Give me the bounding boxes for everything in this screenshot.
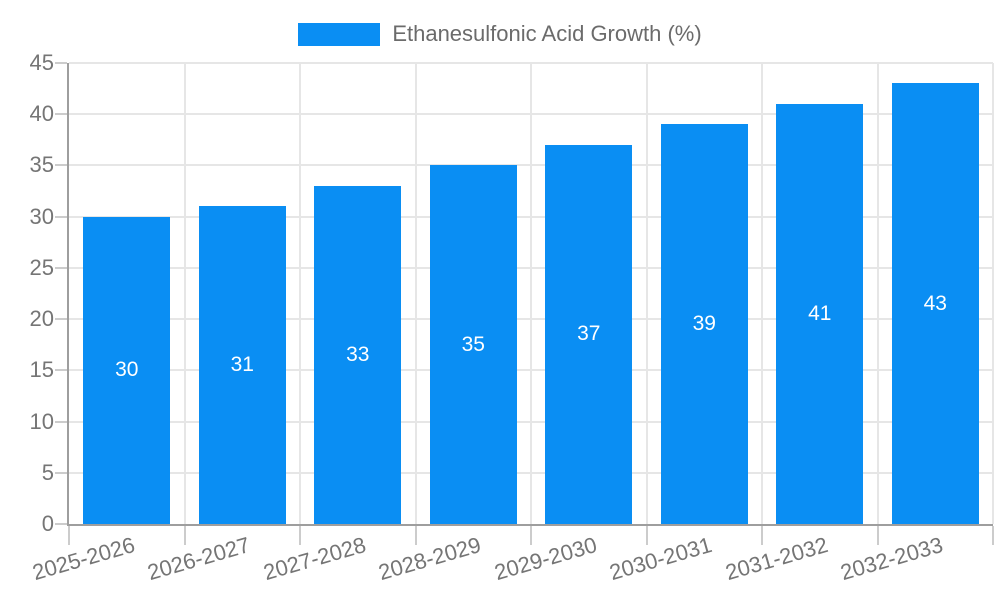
y-tick-mark — [55, 369, 67, 372]
bar-value-label: 39 — [692, 312, 716, 336]
bar-value-label: 30 — [115, 358, 139, 382]
bar-value-label: 31 — [230, 353, 254, 377]
y-tick-label: 0 — [41, 511, 54, 536]
y-tick-label: 20 — [29, 306, 54, 332]
x-tick-label: 2028-2029 — [375, 532, 484, 586]
x-tick-mark — [68, 526, 70, 545]
x-tick-label: 2032-2033 — [837, 532, 946, 586]
x-tick-mark — [992, 526, 994, 545]
legend-item[interactable]: Ethanesulfonic Acid Growth (%) — [298, 21, 702, 47]
y-tick-label: 10 — [29, 408, 54, 434]
bar-value-label: 41 — [808, 301, 832, 325]
v-gridline — [645, 63, 648, 524]
bar[interactable]: 31 — [198, 206, 286, 524]
y-tick-label: 15 — [29, 357, 54, 383]
bar-value-label: 33 — [346, 342, 370, 366]
x-tick-mark — [530, 526, 532, 545]
x-axis-line — [67, 524, 993, 526]
v-gridline — [299, 63, 301, 524]
y-tick-mark — [55, 215, 67, 218]
x-tick-label: 2029-2030 — [491, 532, 600, 586]
y-tick-mark — [55, 62, 67, 64]
y-tick-mark — [55, 164, 67, 167]
y-tick-label: 45 — [29, 50, 54, 75]
bar[interactable]: 37 — [545, 144, 633, 524]
x-tick-label: 2027-2028 — [260, 532, 369, 586]
x-tick-label: 2031-2032 — [722, 532, 831, 586]
y-tick-label: 30 — [29, 203, 54, 229]
y-tick-label: 35 — [29, 152, 54, 178]
y-tick-mark — [55, 318, 67, 321]
x-tick-mark — [645, 526, 648, 545]
v-gridline — [761, 63, 763, 524]
y-tick-mark — [55, 266, 67, 269]
bar[interactable]: 41 — [776, 103, 864, 524]
x-tick-mark — [414, 526, 417, 545]
x-tick-mark — [876, 526, 879, 545]
y-tick-mark — [55, 420, 67, 423]
bar-value-label: 43 — [923, 291, 947, 315]
legend-label: Ethanesulfonic Acid Growth (%) — [392, 21, 702, 46]
v-gridline — [414, 63, 417, 524]
x-tick-mark — [761, 526, 763, 545]
v-gridline — [530, 63, 532, 524]
bar[interactable]: 35 — [429, 165, 517, 524]
y-axis-line — [67, 63, 69, 526]
x-tick-label: 2026-2027 — [144, 532, 253, 586]
y-tick-label: 5 — [41, 459, 54, 485]
bar[interactable]: 39 — [660, 124, 748, 524]
x-tick-label: 2025-2026 — [29, 532, 138, 586]
x-tick-mark — [183, 526, 186, 545]
bar[interactable]: 30 — [83, 216, 171, 524]
y-tick-mark — [55, 471, 67, 474]
bar-value-label: 37 — [577, 322, 601, 346]
x-tick-label: 2030-2031 — [606, 532, 715, 586]
bar[interactable]: 33 — [314, 185, 402, 524]
y-tick-mark — [55, 113, 67, 116]
legend-swatch — [298, 22, 381, 46]
y-tick-label: 25 — [29, 254, 54, 280]
bar[interactable]: 43 — [891, 83, 979, 524]
v-gridline — [183, 63, 186, 524]
bar-value-label: 35 — [461, 332, 485, 356]
y-tick-label: 40 — [29, 101, 54, 127]
v-gridline — [992, 63, 994, 524]
v-gridline — [876, 63, 879, 524]
x-tick-mark — [299, 526, 301, 545]
legend: Ethanesulfonic Acid Growth (%) — [0, 21, 1000, 47]
y-tick-mark — [55, 523, 67, 525]
